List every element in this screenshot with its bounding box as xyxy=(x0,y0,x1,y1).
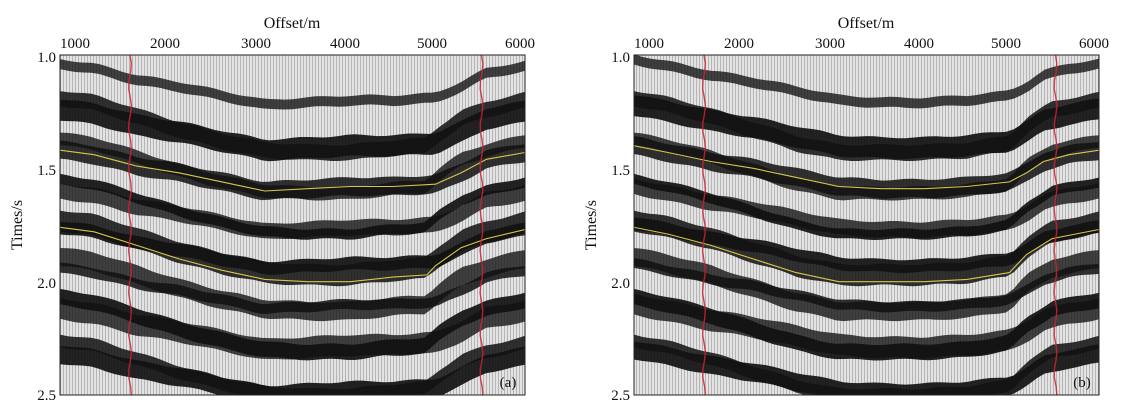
y-tick-label: 1.5 xyxy=(611,163,630,179)
y-tick-label: 2.5 xyxy=(611,388,630,404)
x-tick-label: 3000 xyxy=(815,36,845,52)
x-axis-title: Offset/m xyxy=(838,15,895,32)
reflection-events xyxy=(634,55,1099,395)
x-tick-label: 6000 xyxy=(505,36,535,52)
reflection-event xyxy=(60,183,525,239)
reflection-event xyxy=(60,262,525,314)
y-tick-labels: 1.0 1.5 2.0 2.5 xyxy=(37,50,56,404)
y-axis-title: Times/s xyxy=(583,200,600,250)
x-tick-label: 2000 xyxy=(150,36,180,52)
horizon-pick-line xyxy=(634,145,1099,190)
x-tick-label: 5000 xyxy=(991,36,1021,52)
reflection-event xyxy=(60,59,525,110)
y-tick-label: 1.5 xyxy=(37,163,56,179)
x-tick-label: 5000 xyxy=(417,36,447,52)
panel-label: (a) xyxy=(500,375,517,391)
x-tick-label: 3000 xyxy=(241,36,271,52)
reflection-event xyxy=(60,298,525,360)
reflection-event xyxy=(634,293,1099,359)
panel-label: (b) xyxy=(1073,375,1091,391)
panel-b: Offset/m 1000 2000 3000 4000 5000 6000 T… xyxy=(583,15,1109,404)
x-tick-label: 1000 xyxy=(634,36,664,52)
x-tick-label: 2000 xyxy=(724,36,754,52)
y-tick-labels: 1.0 1.5 2.0 2.5 xyxy=(611,50,630,404)
y-tick-label: 2.0 xyxy=(37,276,56,292)
reflection-event xyxy=(634,55,1099,109)
reflection-event xyxy=(634,135,1099,199)
x-axis-title: Offset/m xyxy=(264,15,321,32)
y-tick-label: 1.0 xyxy=(37,50,56,66)
y-axis-title: Times/s xyxy=(9,200,26,250)
reflection-event xyxy=(634,178,1099,239)
horizon-pick-line xyxy=(60,226,525,283)
x-tick-labels: 1000 2000 3000 4000 5000 6000 xyxy=(634,36,1109,52)
horizon-picks xyxy=(634,145,1099,283)
y-tick-label: 1.0 xyxy=(611,50,630,66)
x-tick-label: 4000 xyxy=(330,36,360,52)
x-tick-label: 4000 xyxy=(904,36,934,52)
reflection-event xyxy=(634,95,1099,160)
reflection-event xyxy=(634,258,1099,313)
reflection-event xyxy=(60,99,525,162)
well-marker xyxy=(1053,55,1058,395)
x-tick-labels: 1000 2000 3000 4000 5000 6000 xyxy=(60,36,535,52)
well-marker xyxy=(479,55,484,395)
y-tick-label: 2.0 xyxy=(611,276,630,292)
x-tick-label: 6000 xyxy=(1079,36,1109,52)
reflection-event xyxy=(634,341,1099,395)
plot-frame xyxy=(59,54,526,396)
horizon-picks xyxy=(60,149,525,283)
horizon-pick-line xyxy=(634,226,1099,283)
x-tick-label: 1000 xyxy=(60,36,90,52)
y-tick-label: 2.5 xyxy=(37,388,56,404)
plot-frame xyxy=(633,54,1100,396)
well-marker xyxy=(701,55,707,395)
panel-a: Offset/m 1000 2000 3000 4000 5000 6000 T… xyxy=(9,15,535,404)
reflection-event xyxy=(60,346,525,395)
well-markers xyxy=(127,55,484,395)
reflection-event xyxy=(60,221,525,275)
well-marker xyxy=(127,55,133,395)
reflection-event xyxy=(634,217,1099,273)
horizon-pick-line xyxy=(60,149,525,192)
well-markers xyxy=(701,55,1058,395)
